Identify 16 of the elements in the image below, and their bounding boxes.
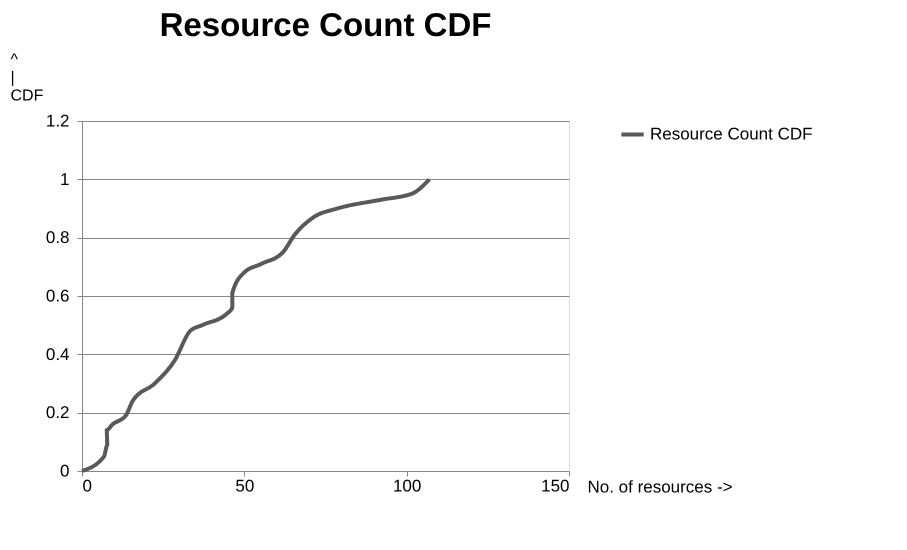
line-series	[80, 177, 432, 473]
y-tick-label: 0.4	[46, 344, 70, 364]
y-tick-label: 1.2	[46, 112, 70, 130]
legend-label: Resource Count CDF	[650, 124, 813, 144]
x-axis-title: No. of resources ->	[588, 478, 733, 496]
y-tick-label: 0.2	[46, 403, 70, 422]
x-tick-label: 0	[82, 476, 92, 496]
x-tick-label: 150	[541, 476, 570, 496]
x-tick-label: 50	[235, 476, 254, 496]
y-tick-label: 0.6	[46, 286, 70, 306]
y-tick-label: 0.8	[46, 228, 70, 248]
x-tick-label: 100	[392, 476, 422, 496]
y-tick-label: 1	[60, 170, 70, 189]
chart-title: Resource Count CDF	[160, 6, 492, 43]
y-axis-title: ^ | CDF	[10, 52, 44, 104]
y-tick-label: 0	[60, 462, 70, 480]
